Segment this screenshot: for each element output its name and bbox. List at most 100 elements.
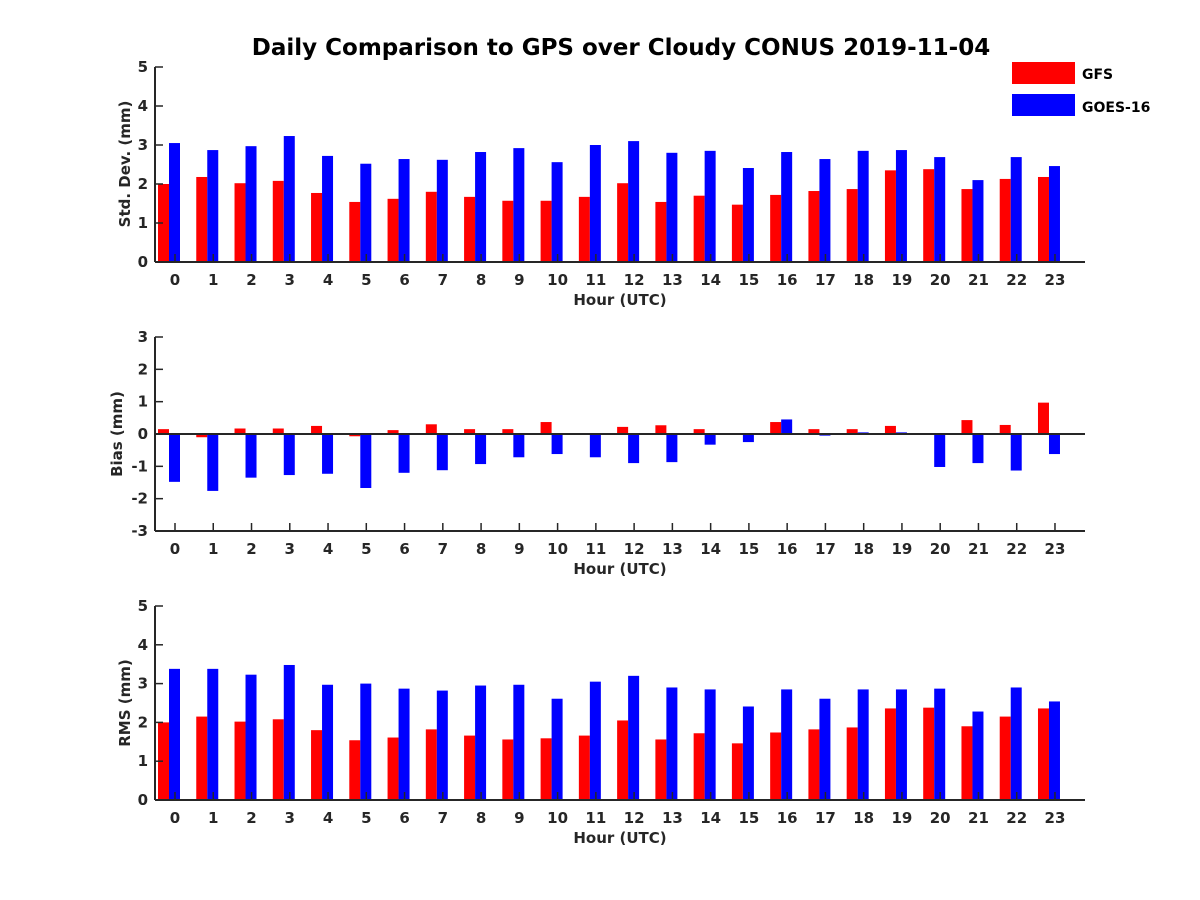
bar-gfs-23 <box>1037 176 1049 262</box>
x-tick-label: 10 <box>547 540 568 558</box>
bar-gfs-6 <box>387 198 399 262</box>
bar-gfs-21 <box>961 189 973 262</box>
x-tick-label: 22 <box>1006 540 1027 558</box>
bar-gfs-21 <box>961 726 973 800</box>
x-tick-label: 4 <box>323 809 333 827</box>
y-tick-label: 4 <box>138 97 148 115</box>
x-tick-label: 7 <box>438 271 448 289</box>
bar-gfs-12 <box>617 720 629 800</box>
bar-goes16-2 <box>245 434 257 478</box>
x-tick-label: 13 <box>662 271 683 289</box>
bar-goes16-21 <box>972 434 984 464</box>
bar-gfs-4 <box>311 730 323 800</box>
bar-gfs-17 <box>808 729 820 800</box>
x-tick-label: 23 <box>1045 540 1066 558</box>
x-tick-label: 4 <box>323 271 333 289</box>
x-tick-label: 18 <box>853 540 874 558</box>
x-tick-label: 12 <box>624 809 645 827</box>
bar-gfs-22 <box>999 716 1011 800</box>
x-tick-label: 3 <box>285 809 295 827</box>
bar-goes16-23 <box>1048 701 1060 800</box>
bar-gfs-0 <box>158 184 169 262</box>
y-tick-label: 2 <box>138 713 148 731</box>
bar-gfs-18 <box>846 727 858 800</box>
bar-goes16-0 <box>169 668 180 800</box>
x-tick-label: 2 <box>246 540 256 558</box>
y-axis-label: Std. Dev. (mm) <box>116 101 134 228</box>
series-gfs <box>158 169 1049 262</box>
x-tick-label: 16 <box>777 271 798 289</box>
bar-gfs-3 <box>272 428 284 434</box>
bar-goes16-14 <box>704 689 716 800</box>
x-tick-label: 19 <box>892 540 913 558</box>
x-tick-label: 20 <box>930 271 951 289</box>
bar-goes16-11 <box>589 681 601 800</box>
y-tick-label: 0 <box>138 425 148 443</box>
y-tick-label: 2 <box>138 360 148 378</box>
x-tick-label: 14 <box>700 540 721 558</box>
y-axis-label: RMS (mm) <box>116 659 134 746</box>
y-tick-label: 1 <box>138 393 148 411</box>
bar-goes16-14 <box>704 434 716 445</box>
bar-goes16-2 <box>245 146 257 262</box>
bar-goes16-22 <box>1010 434 1022 471</box>
bar-gfs-1 <box>196 434 208 438</box>
bar-goes16-23 <box>1048 166 1060 262</box>
bar-gfs-5 <box>349 201 361 262</box>
bar-goes16-10 <box>551 162 563 262</box>
bar-goes16-19 <box>895 150 907 262</box>
bar-gfs-14 <box>693 195 705 262</box>
bar-gfs-18 <box>846 429 858 434</box>
x-tick-label: 10 <box>547 271 568 289</box>
x-tick-label: 13 <box>662 809 683 827</box>
y-tick-label: 3 <box>138 136 148 154</box>
y-tick-label: 1 <box>138 752 148 770</box>
bar-gfs-10 <box>540 738 552 800</box>
bar-goes16-2 <box>245 674 257 800</box>
bar-goes16-20 <box>934 434 946 467</box>
bar-goes16-6 <box>398 434 410 473</box>
x-tick-label: 14 <box>700 271 721 289</box>
bar-goes16-9 <box>513 684 525 800</box>
bar-gfs-19 <box>884 708 896 800</box>
bar-goes16-5 <box>360 683 372 800</box>
x-axis-label: Hour (UTC) <box>573 829 666 847</box>
y-tick-label: 5 <box>138 597 148 615</box>
y-tick-label: 2 <box>138 175 148 193</box>
x-tick-label: 5 <box>361 809 371 827</box>
bar-goes16-6 <box>398 159 410 262</box>
bar-gfs-5 <box>349 434 361 437</box>
bar-gfs-13 <box>655 201 667 262</box>
x-tick-label: 0 <box>170 540 180 558</box>
bar-gfs-1 <box>196 176 208 262</box>
x-tick-label: 6 <box>399 540 409 558</box>
x-tick-label: 8 <box>476 540 486 558</box>
bar-gfs-5 <box>349 740 361 800</box>
x-tick-label: 8 <box>476 809 486 827</box>
bar-goes16-11 <box>589 434 601 458</box>
bar-gfs-7 <box>425 191 437 262</box>
bar-gfs-2 <box>234 183 246 262</box>
bar-goes16-15 <box>742 434 754 443</box>
bar-gfs-13 <box>655 739 667 800</box>
x-tick-label: 22 <box>1006 809 1027 827</box>
bar-gfs-14 <box>693 429 705 434</box>
legend-label-gfs: GFS <box>1082 67 1113 83</box>
bar-gfs-10 <box>540 422 552 434</box>
series-gfs <box>158 402 1049 438</box>
bar-gfs-16 <box>770 194 782 262</box>
x-axis-label: Hour (UTC) <box>573 291 666 309</box>
bar-goes16-10 <box>551 698 563 800</box>
x-tick-label: 1 <box>208 809 218 827</box>
bar-goes16-8 <box>475 685 487 800</box>
bar-goes16-8 <box>475 434 487 465</box>
bar-goes16-12 <box>628 675 640 800</box>
bar-goes16-5 <box>360 163 372 262</box>
x-axis-label: Hour (UTC) <box>573 560 666 578</box>
x-tick-label: 9 <box>514 540 524 558</box>
x-tick-label: 15 <box>738 271 759 289</box>
x-tick-label: 17 <box>815 540 836 558</box>
bar-gfs-3 <box>272 719 284 800</box>
bar-goes16-4 <box>322 434 334 474</box>
